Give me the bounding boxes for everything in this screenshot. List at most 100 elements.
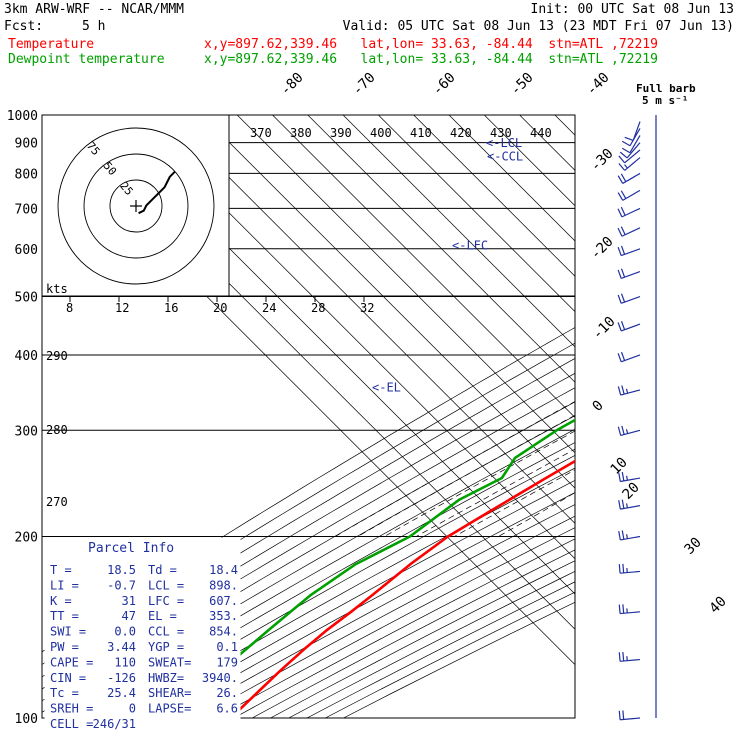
lcl-marker-label: <-LCL [486, 136, 522, 150]
hodograph-units: kts [46, 282, 68, 296]
wind-barb-flag [621, 530, 625, 540]
wind-barb-flag [624, 136, 634, 141]
wind-barb-flag [619, 151, 628, 159]
isotherm-label: -20 [588, 234, 617, 263]
wind-barb [618, 710, 641, 721]
parcel-info-value: 854. [209, 625, 238, 639]
wind-barb-flag [620, 321, 626, 330]
wind-barb [618, 499, 641, 510]
wind-barb [617, 351, 641, 363]
pressure-tick-label: 500 [15, 291, 38, 306]
wind-barb-staff [624, 149, 641, 164]
theta-label: 390 [330, 126, 352, 140]
wind-key-units: 5 m s⁻¹ [642, 94, 688, 107]
wind-barb [617, 268, 641, 279]
moist-adiabat-line [384, 430, 575, 537]
pressure-tick-label: 800 [15, 167, 38, 182]
temperature-legend: Temperature [8, 37, 95, 52]
wind-barb [618, 563, 641, 574]
parcel-info-key: SWEAT= [148, 655, 191, 669]
wind-barb-flag [617, 353, 622, 363]
wind-barb-staff [629, 135, 641, 154]
isotherm-line [307, 115, 575, 383]
dry-adiabat-line [270, 560, 575, 718]
wind-barb-flag [617, 269, 622, 279]
pressure-tick-label: 200 [15, 530, 38, 545]
wind-barb-staff [629, 128, 641, 147]
parcel-info-key: EL = [148, 609, 177, 623]
wind-barb-flag [618, 500, 621, 510]
parcel-info-key: SWI = [50, 625, 86, 639]
wind-barb [617, 172, 641, 184]
parcel-info-key: T = [50, 563, 72, 577]
hodograph-trace [138, 170, 176, 215]
theta-label: 440 [530, 126, 552, 140]
wind-barb-flag [617, 426, 622, 436]
parcel-info-key: PW = [50, 640, 79, 654]
wind-barb-flag [618, 564, 621, 574]
wind-barb [617, 226, 641, 237]
wind-barb [617, 425, 641, 437]
wind-barb [618, 530, 641, 541]
parcel-info-key: CAPE = [50, 655, 93, 669]
valid-time: Valid: 05 UTC Sat 08 Jun 13 (23 MDT Fri … [342, 19, 734, 34]
isotherm-label: -50 [508, 70, 537, 99]
wind-barb-flag [618, 472, 621, 482]
wind-barb-flag [625, 429, 629, 434]
wind-barb-staff [626, 142, 641, 159]
pressure-tick-label: 700 [15, 202, 38, 217]
wind-barb-staff [620, 570, 641, 574]
theta-label: 290 [46, 349, 68, 363]
parcel-info-value: 0.0 [114, 625, 136, 639]
wind-barb-staff [622, 189, 641, 201]
parcel-info-value: 0.1 [216, 640, 238, 654]
wind-barb-flag [621, 140, 631, 147]
wind-barb [618, 651, 641, 662]
isotherm-line [413, 115, 575, 277]
isotherm-line [201, 115, 575, 489]
parcel-info-value: 607. [209, 594, 238, 608]
wind-barb-flag [617, 386, 622, 396]
wind-barb [618, 157, 641, 171]
pressure-tick-label: 900 [15, 137, 38, 152]
wind-barb-flag [618, 710, 621, 720]
dry-adiabat-line [42, 342, 575, 665]
wind-barb-flag [617, 175, 624, 184]
dewpoint-location: x,y=897.62,339.46 lat,lon= 33.63, -84.44… [204, 52, 658, 67]
wind-barb [618, 604, 641, 615]
dry-adiabat-line [42, 358, 575, 678]
dry-adiabat-line [306, 581, 575, 718]
wind-barb-staff [621, 248, 641, 257]
isotherm-line [166, 115, 575, 524]
wind-key-title: Full barb [636, 82, 696, 95]
wind-barb [617, 206, 641, 218]
wind-barb [617, 385, 641, 396]
wind-barb-flag [626, 534, 628, 539]
moist-adiabat-line [357, 414, 575, 537]
wind-barb [621, 135, 641, 154]
wind-barb-flag [620, 206, 626, 216]
wind-barb-flag [621, 499, 625, 509]
dry-adiabat-line [87, 442, 575, 718]
parcel-info-key: CELL = [50, 717, 93, 731]
parcel-info-key: CCL = [148, 625, 184, 639]
dry-adiabat-line [197, 515, 575, 718]
parcel-info-key: K = [50, 594, 72, 608]
isotherm-line [554, 115, 575, 136]
parcel-info-value: -0.7 [107, 578, 136, 592]
parcel-info-value: 898. [209, 578, 238, 592]
theta-label: 380 [290, 126, 312, 140]
wind-barb-flag [621, 385, 625, 395]
isotherm-label: 0 [590, 398, 607, 415]
wind-barb-flag [620, 190, 627, 199]
ccl-marker-label: <-CCL [487, 149, 523, 163]
wind-barb-flag [618, 155, 626, 164]
wind-barb-flag [626, 503, 628, 508]
forecast-label: Fcst: [4, 19, 44, 34]
isotherm-line [448, 115, 575, 242]
dry-adiabat-line [124, 467, 575, 718]
pressure-tick-label: 600 [15, 243, 38, 258]
parcel-info-value: 6.6 [216, 702, 238, 716]
dry-adiabat-line [42, 387, 575, 702]
